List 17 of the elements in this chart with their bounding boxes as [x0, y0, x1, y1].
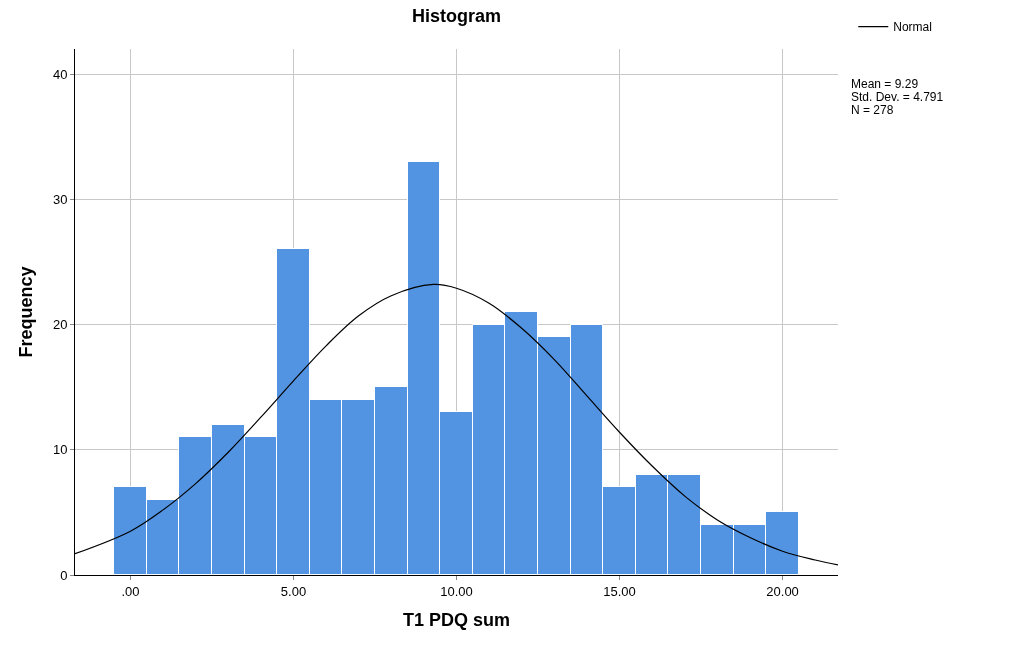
- y-axis-title: Frequency: [16, 266, 37, 358]
- text: Std. Dev. = 4.791: [851, 90, 944, 104]
- y-tick-label: 30: [52, 191, 68, 207]
- y-tick-label: 40: [52, 66, 68, 82]
- y-tick-label: 0: [60, 567, 68, 583]
- x-tick-label: 15.00: [603, 583, 636, 599]
- text: N = 278: [851, 103, 894, 117]
- x-axis-title: T1 PDQ sum: [402, 609, 511, 630]
- x-tick-label: 20.00: [766, 583, 799, 599]
- x-tick-label: 5.00: [280, 583, 307, 599]
- x-tick-label: .00: [121, 583, 140, 599]
- text: Mean = 9.29: [851, 77, 919, 91]
- y-tick-label: 20: [52, 317, 68, 333]
- legend-label: Normal: [893, 20, 932, 35]
- chart-title: Histogram: [411, 6, 502, 27]
- y-tick-label: 10: [52, 442, 68, 458]
- x-tick-label: 10.00: [440, 583, 473, 599]
